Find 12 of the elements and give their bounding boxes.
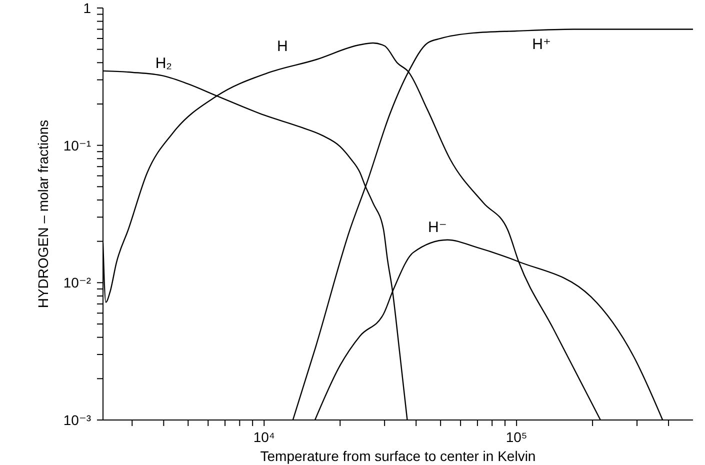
series-label: H⁺ bbox=[532, 36, 551, 53]
y-tick-label: 1 bbox=[83, 0, 92, 16]
x-tick-label: 10⁴ bbox=[253, 429, 275, 445]
series-label: H⁻ bbox=[428, 218, 447, 236]
y-tick-label: 10⁻² bbox=[63, 274, 92, 291]
y-tick-label: 10⁻¹ bbox=[63, 137, 92, 154]
y-axis-title: HYDROGEN – molar fractions bbox=[34, 120, 51, 308]
x-axis-title: Temperature from surface to center in Kelvin bbox=[260, 448, 536, 464]
x-tick-label: 10⁵ bbox=[506, 429, 528, 445]
series-label: H bbox=[276, 38, 288, 56]
y-tick-label: 10⁻³ bbox=[63, 412, 92, 428]
series-label: H₂ bbox=[155, 54, 172, 72]
